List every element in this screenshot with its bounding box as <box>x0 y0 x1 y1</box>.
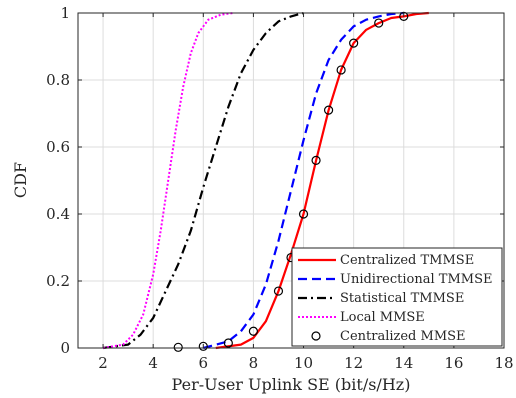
series-centralized-mmse <box>173 11 409 352</box>
series-group <box>102 11 429 352</box>
x-tick-label: 2 <box>98 354 108 372</box>
data-point-marker <box>223 338 233 348</box>
legend-box <box>291 247 503 347</box>
series-line-centralized-tmmse <box>215 11 429 350</box>
x-tick-label: 16 <box>444 354 463 372</box>
y-tick-label: 1 <box>60 4 70 22</box>
plot-frame <box>77 12 505 349</box>
data-point-marker <box>399 11 409 21</box>
series-line-statistical-tmmse <box>102 11 304 350</box>
x-tick-label: 8 <box>249 354 259 372</box>
ticks: 2 4 6 8 10 12 14 16 18 0 0.2 0.4 0.6 0.8 1 <box>46 4 513 372</box>
data-point-marker <box>198 341 208 351</box>
data-point-marker <box>273 286 284 296</box>
legend-swatch-centralized-mmse <box>311 331 321 341</box>
x-tick-label: 4 <box>148 354 158 372</box>
legend-label: Centralized MMSE <box>340 329 466 344</box>
y-tick-label: 0 <box>60 339 70 357</box>
x-tick-label: 6 <box>199 354 209 372</box>
x-tick-label: 18 <box>494 354 513 372</box>
data-point-marker <box>298 209 309 219</box>
y-tick-label: 0.2 <box>46 272 70 290</box>
data-point-marker <box>336 65 346 75</box>
series-line-unidirectional-tmmse <box>203 11 404 350</box>
y-axis-label: CDF <box>11 162 30 198</box>
y-tick-label: 0.8 <box>46 71 70 89</box>
legend-label: Statistical TMMSE <box>340 291 464 306</box>
y-tick-label: 0.6 <box>46 138 70 156</box>
data-point-marker <box>173 342 183 352</box>
legend-label: Unidirectional TMMSE <box>340 272 492 287</box>
data-point-marker <box>374 18 384 28</box>
legend: Centralized TMMSE Unidirectional TMMSE Sta… <box>291 247 503 347</box>
x-tick-label: 12 <box>344 354 363 372</box>
data-point-marker <box>323 105 334 115</box>
data-point-marker <box>311 155 321 165</box>
x-tick-label: 14 <box>394 354 413 372</box>
y-tick-label: 0.4 <box>46 205 70 223</box>
legend-label: Local MMSE <box>340 310 425 325</box>
data-point-marker <box>248 326 259 336</box>
x-axis-label: Per-User Uplink SE (bit/s/Hz) <box>172 375 411 394</box>
data-point-marker <box>349 38 359 48</box>
x-tick-label: 10 <box>294 354 313 372</box>
legend-label: Centralized TMMSE <box>340 253 474 268</box>
